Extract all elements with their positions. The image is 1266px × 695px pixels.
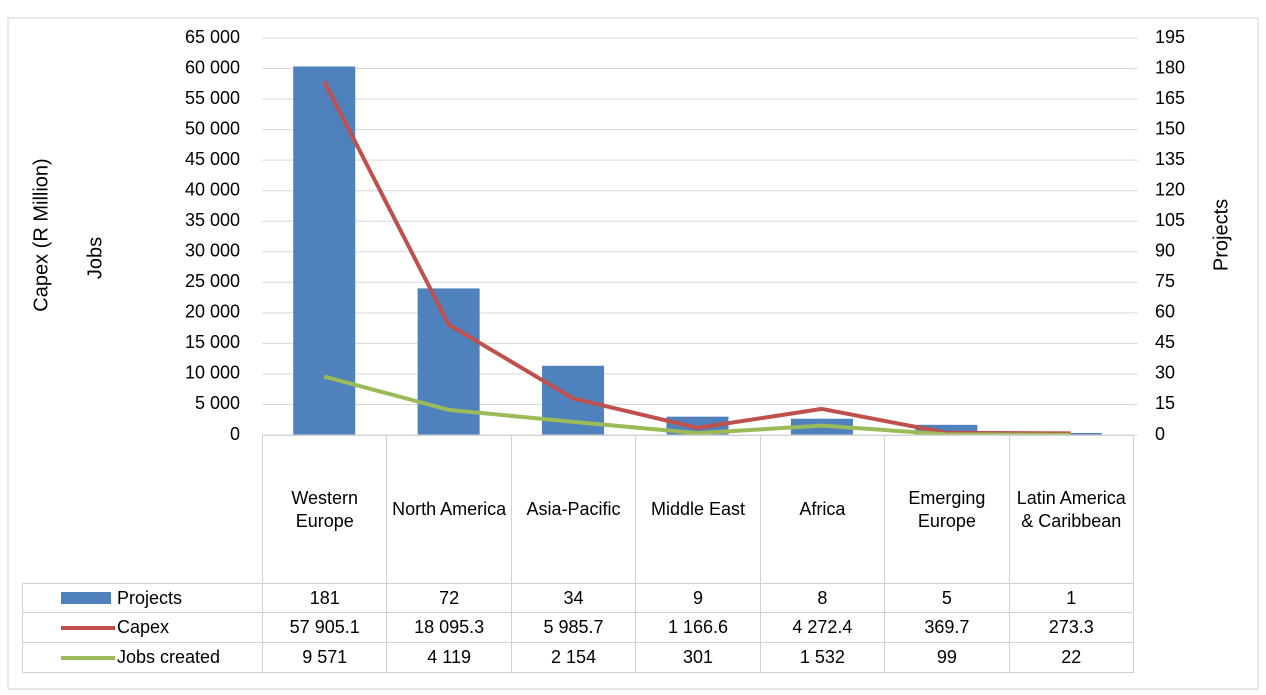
- legend-key: [61, 592, 111, 604]
- table-value: 9 571: [262, 642, 388, 673]
- y2-axis-title: Projects: [1210, 199, 1232, 271]
- y2-tick-label: 45: [1155, 332, 1175, 352]
- category-label: North America: [386, 435, 512, 584]
- y-tick-label: 55 000: [185, 88, 240, 108]
- y2-tick-label: 135: [1155, 149, 1185, 169]
- y2-tick-label: 165: [1155, 88, 1185, 108]
- table-value: 273.3: [1008, 612, 1134, 643]
- table-value: 2 154: [510, 642, 637, 673]
- table-value: 9: [635, 583, 761, 613]
- category-label: Latin America & Caribbean: [1008, 435, 1134, 584]
- table-value: 5: [884, 583, 1010, 613]
- y-axis-title: Jobs: [84, 237, 106, 279]
- legend-label: Jobs created: [117, 647, 221, 667]
- y-tick-label: 60 000: [185, 57, 240, 77]
- legend-entry: Capex: [22, 612, 263, 643]
- table-value: 4 272.4: [759, 612, 886, 643]
- chart-border: [7, 17, 1259, 690]
- y-tick-label: 5 000: [195, 393, 240, 413]
- y2-tick-label: 195: [1155, 27, 1185, 47]
- y-tick-label: 15 000: [185, 332, 240, 352]
- y-tick-label: 10 000: [185, 363, 240, 383]
- line: [323, 374, 1071, 437]
- y-tick-label: 30 000: [185, 241, 240, 261]
- category-label: Africa: [759, 435, 886, 584]
- y-tick-label: 50 000: [185, 118, 240, 138]
- table-value: 8: [759, 583, 886, 613]
- table-value: 72: [386, 583, 512, 613]
- category-label: Emerging Europe: [884, 435, 1010, 584]
- table-value: 1 532: [759, 642, 886, 673]
- y2-tick-label: 180: [1155, 57, 1185, 77]
- y-tick-label: 20 000: [185, 302, 240, 322]
- legend-label: Projects: [117, 587, 183, 608]
- table-value: 18 095.3: [386, 612, 512, 643]
- y-tick-label: 25 000: [185, 271, 240, 291]
- table-value: 99: [884, 642, 1010, 673]
- bar: [915, 424, 978, 435]
- y-tick-label: 35 000: [185, 210, 240, 230]
- table-value: 301: [635, 642, 761, 673]
- y2-tick-label: 60: [1155, 302, 1175, 322]
- y2-tick-label: 75: [1155, 271, 1175, 291]
- y-axis-title: Capex (R Million): [30, 158, 52, 311]
- table-value: 5 985.7: [510, 612, 637, 643]
- table-value: 4 119: [386, 642, 512, 673]
- table-value: 22: [1008, 642, 1134, 673]
- legend-entry: Jobs created: [22, 642, 263, 673]
- table-value: 181: [262, 583, 388, 613]
- y2-tick-label: 0: [1155, 424, 1165, 444]
- y2-tick-label: 15: [1155, 393, 1175, 413]
- table-value: 1 166.6: [635, 612, 761, 643]
- y2-tick-label: 105: [1155, 210, 1185, 230]
- legend-key: [61, 625, 115, 630]
- y2-tick-label: 90: [1155, 241, 1175, 261]
- y2-tick-label: 150: [1155, 118, 1185, 138]
- y-tick-label: 45 000: [185, 149, 240, 169]
- bar: [293, 66, 356, 435]
- table-value: 34: [510, 583, 637, 613]
- y2-tick-label: 30: [1155, 363, 1175, 383]
- table-value: 57 905.1: [262, 612, 388, 643]
- legend-entry: Projects: [22, 583, 263, 613]
- table-value: 369.7: [884, 612, 1010, 643]
- y2-tick-label: 120: [1155, 179, 1185, 199]
- category-label: Asia-Pacific: [510, 435, 637, 584]
- y-tick-label: 65 000: [185, 27, 240, 47]
- legend-key: [61, 655, 115, 660]
- y-tick-label: 40 000: [185, 179, 240, 199]
- y-tick-label: 0: [230, 424, 240, 444]
- legend-label: Capex: [117, 617, 170, 637]
- table-value: 1: [1008, 583, 1134, 613]
- category-label: Western Europe: [262, 435, 388, 584]
- category-label: Middle East: [635, 435, 761, 584]
